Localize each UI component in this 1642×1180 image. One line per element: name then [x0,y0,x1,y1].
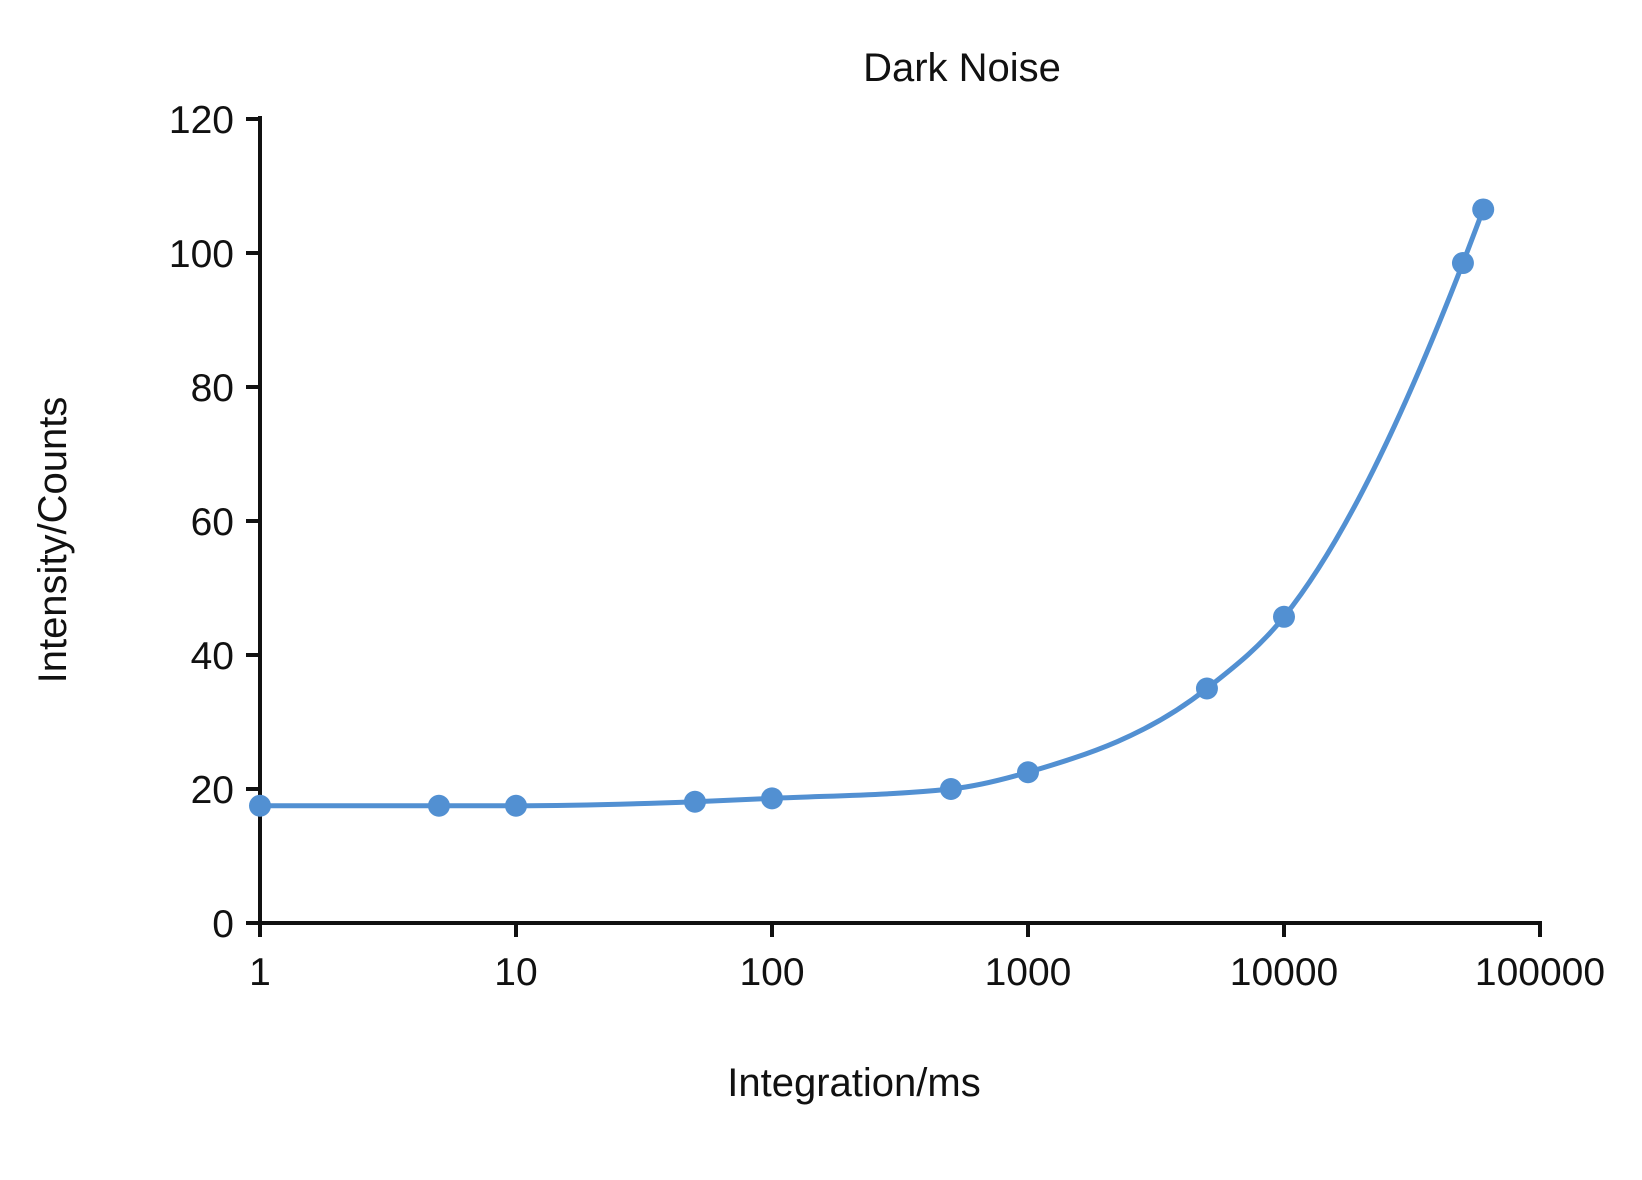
data-point [761,787,783,810]
data-point [249,794,271,817]
data-point [1195,677,1218,700]
data-point [427,794,450,817]
data-point [1017,761,1039,784]
y-tick-label: 60 [191,501,234,544]
y-tick-label: 120 [169,99,234,142]
x-tick-label: 10000 [1230,951,1338,994]
data-point [683,790,706,813]
x-tick-label: 1000 [985,951,1072,994]
data-markers [249,198,1495,817]
y-tick-label: 20 [191,769,234,812]
chart-title: Dark Noise [863,46,1061,90]
axis-ticks [246,117,1542,937]
x-tick-label: 1 [249,951,271,994]
data-series [257,206,1486,809]
y-tick-label: 0 [212,903,234,946]
data-point [1472,198,1495,221]
x-tick-label: 100000 [1475,951,1605,994]
data-point [505,794,527,817]
series-line [257,206,1486,809]
y-tick-label: 100 [169,233,234,276]
y-tick-label: 40 [191,635,234,678]
y-tick-label: 80 [191,367,234,410]
y-axis-label: Intensity/Counts [31,397,75,684]
x-axis-label: Integration/ms [727,1061,980,1105]
data-point [1451,252,1474,275]
x-tick-label: 10 [494,951,537,994]
data-point [1273,605,1295,628]
data-point [939,778,962,800]
x-tick-label: 100 [739,951,804,994]
